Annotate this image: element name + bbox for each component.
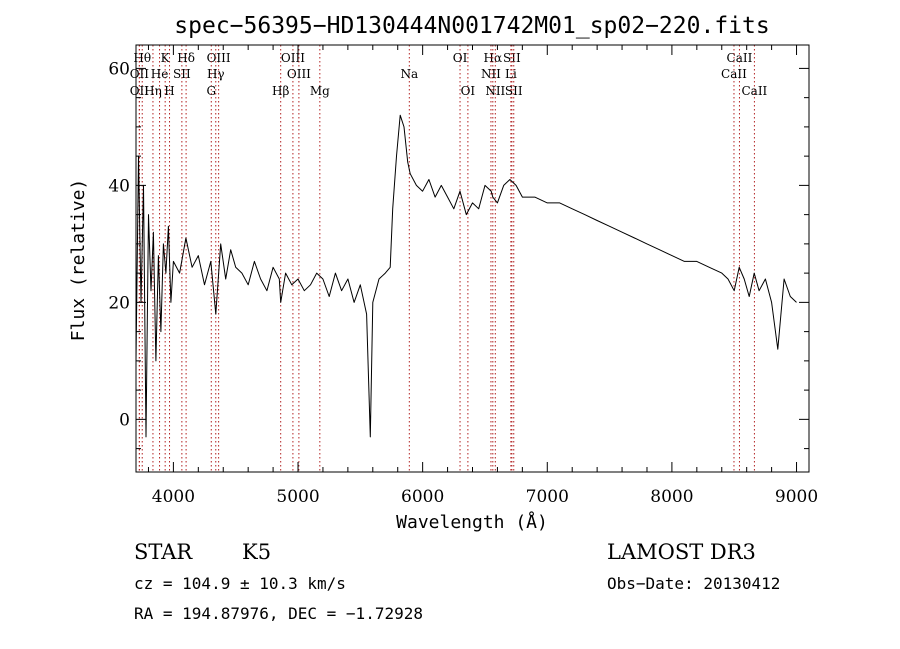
y-tick-label-1: 20 (108, 293, 130, 313)
flux-series (135, 114, 797, 438)
x-tick-label-2: 6000 (401, 487, 444, 507)
x-tick-label-0: 4000 (152, 487, 195, 507)
line-marker-label-27: CaII (741, 84, 767, 98)
object-class: STAR (134, 540, 193, 564)
line-marker-label-20: SII (503, 51, 521, 65)
line-marker-label-19: Hα (484, 51, 503, 65)
line-marker-label-12: OIII (281, 51, 305, 65)
line-marker-label-6: SII (173, 67, 191, 81)
x-tick-label-3: 7000 (526, 487, 569, 507)
line-marker-label-5: He (151, 67, 169, 81)
y-tick-label-2: 40 (108, 176, 130, 196)
line-marker-label-23: NII (485, 84, 505, 98)
y-tick-label-0: 0 (119, 410, 130, 430)
line-marker-label-15: Mg (310, 84, 330, 98)
x-axis-label: Wavelength (Å) (396, 511, 548, 533)
redshift-value: cz = 104.9 ± 10.3 km/s (134, 574, 346, 593)
line-marker-label-3: Hη (144, 84, 162, 98)
x-tick-label-5: 9000 (775, 487, 818, 507)
line-marker-label-8: Hδ (177, 51, 195, 65)
y-axis: 0 20 40 60 (108, 59, 809, 450)
line-marker-label-11: G (206, 84, 216, 98)
x-tick-label-4: 8000 (650, 487, 693, 507)
line-marker-label-21: NII (481, 67, 501, 81)
line-marker-label-17: OI (453, 51, 468, 65)
line-marker-label-13: OIII (287, 67, 311, 81)
x-tick-label-1: 5000 (276, 487, 319, 507)
line-marker-label-10: Hγ (207, 67, 225, 81)
line-marker-label-9: OIII (207, 51, 231, 65)
line-marker-label-7: H (164, 84, 174, 98)
survey-name: LAMOST DR3 (607, 540, 756, 564)
y-tick-label-3: 60 (108, 59, 130, 79)
y-axis-label: Flux (relative) (68, 179, 89, 342)
observation-date: Obs−Date: 20130412 (607, 574, 780, 593)
line-marker-label-25: CaII (727, 51, 753, 65)
series-line-0 (135, 114, 797, 438)
line-marker-label-14: Hβ (272, 84, 289, 98)
line-marker-label-22: Li (505, 67, 517, 81)
line-marker-label-18: OI (461, 84, 476, 98)
line-marker-label-26: CaII (721, 67, 747, 81)
line-marker-label-2: OII (130, 84, 150, 98)
line-marker-label-4: K (161, 51, 171, 65)
line-marker-label-24: SII (505, 84, 523, 98)
chart-title: spec−56395−HD130444N001742M01_sp02−220.f… (174, 13, 769, 39)
coordinates: RA = 194.87976, DEC = −1.72928 (134, 604, 423, 623)
plot-frame (135, 44, 810, 473)
x-axis: 4000 5000 6000 7000 8000 9000 (147, 45, 818, 507)
line-marker-label-0: Hθ (133, 51, 151, 65)
line-marker-label-16: Na (400, 67, 418, 81)
object-subclass: K5 (242, 540, 271, 564)
